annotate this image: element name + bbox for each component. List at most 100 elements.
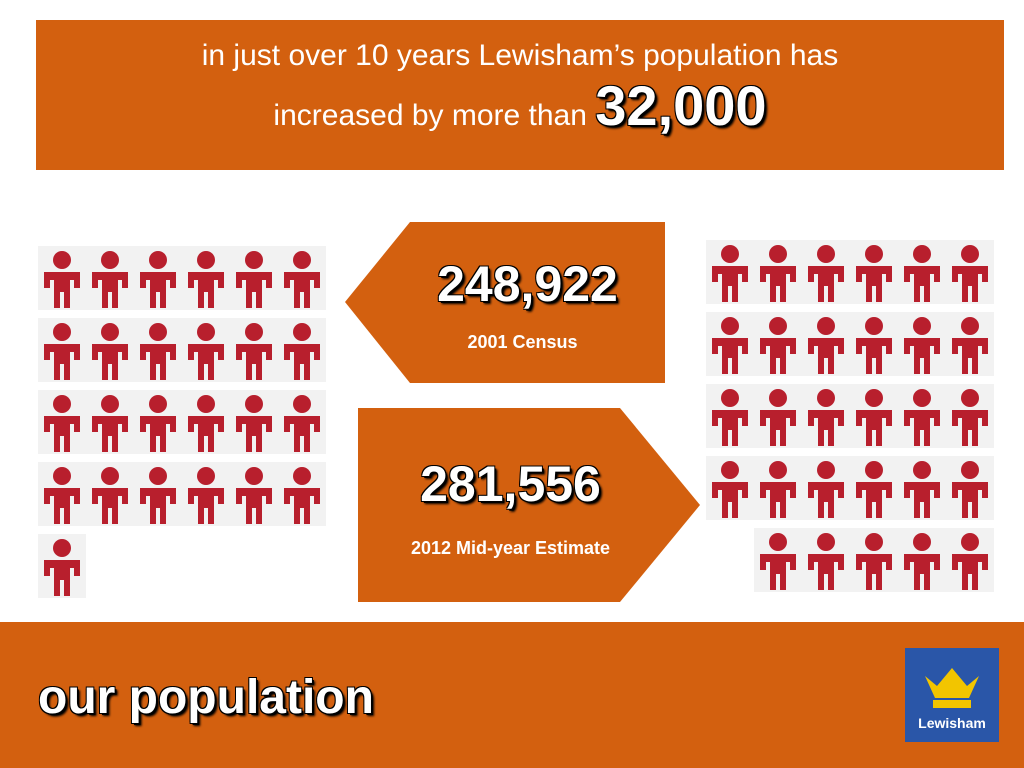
person-head (53, 323, 71, 341)
person-body (856, 482, 892, 518)
person-head (53, 467, 71, 485)
row-bg (706, 384, 994, 448)
estimate-label: 2012 Mid-year Estimate (410, 538, 611, 558)
person-head (817, 461, 835, 479)
person-head (865, 533, 883, 551)
estimate-arrow (358, 408, 700, 602)
person-body (44, 560, 80, 596)
person-body (92, 344, 128, 380)
person-body (92, 488, 128, 524)
person-body (236, 416, 272, 452)
person-head (721, 461, 739, 479)
person-body (952, 554, 988, 590)
person-head (245, 251, 263, 269)
person-head (101, 323, 119, 341)
person-body (808, 482, 844, 518)
person-head (769, 317, 787, 335)
person-head (721, 317, 739, 335)
row-bg (706, 240, 994, 304)
person-head (245, 467, 263, 485)
person-body (140, 488, 176, 524)
person-body (44, 344, 80, 380)
person-body (44, 272, 80, 308)
person-body (140, 272, 176, 308)
person-body (856, 554, 892, 590)
person-head (913, 389, 931, 407)
person-head (817, 389, 835, 407)
person-head (817, 317, 835, 335)
person-body (44, 488, 80, 524)
person-body (92, 416, 128, 452)
person-body (904, 410, 940, 446)
person-body (808, 266, 844, 302)
person-head (913, 461, 931, 479)
person-head (961, 533, 979, 551)
person-head (149, 323, 167, 341)
logo: Lewisham (905, 648, 999, 742)
person-head (865, 317, 883, 335)
person-body (92, 272, 128, 308)
person-head (149, 467, 167, 485)
person-body (904, 482, 940, 518)
person-body (760, 338, 796, 374)
person-body (904, 338, 940, 374)
person-head (197, 251, 215, 269)
person-body (952, 338, 988, 374)
person-body (188, 488, 224, 524)
person-head (961, 245, 979, 263)
row-bg (38, 462, 326, 526)
person-body (952, 266, 988, 302)
row-bg (38, 390, 326, 454)
person-head (53, 251, 71, 269)
logo-crown (925, 668, 979, 698)
person-head (865, 461, 883, 479)
census-number: 248,922 (437, 256, 618, 312)
footer-title: our population (38, 671, 374, 724)
person-body (188, 416, 224, 452)
person-body (808, 338, 844, 374)
person-body (140, 344, 176, 380)
person-body (856, 410, 892, 446)
person-head (769, 461, 787, 479)
person-body (856, 266, 892, 302)
estimate-number: 281,556 (420, 456, 601, 512)
row-bg (38, 318, 326, 382)
person-body (952, 482, 988, 518)
person-head (293, 467, 311, 485)
person-body (284, 272, 320, 308)
person-body (712, 410, 748, 446)
person-body (140, 416, 176, 452)
person-head (913, 245, 931, 263)
person-head (961, 389, 979, 407)
person-body (808, 554, 844, 590)
header: in just over 10 years Lewisham’s populat… (36, 20, 1004, 170)
person-body (760, 410, 796, 446)
person-head (913, 533, 931, 551)
person-head (769, 245, 787, 263)
person-head (293, 323, 311, 341)
person-head (197, 467, 215, 485)
footer (0, 622, 1024, 768)
person-head (817, 533, 835, 551)
person-body (712, 482, 748, 518)
person-head (53, 539, 71, 557)
highlight: 32,000 (595, 74, 767, 137)
person-body (284, 488, 320, 524)
person-head (961, 461, 979, 479)
row-bg (706, 456, 994, 520)
person-head (817, 245, 835, 263)
person-head (149, 251, 167, 269)
person-body (236, 488, 272, 524)
person-head (913, 317, 931, 335)
person-body (712, 338, 748, 374)
person-body (904, 554, 940, 590)
person-body (236, 272, 272, 308)
person-body (856, 338, 892, 374)
header-line: increased by more than 32,000 (36, 76, 1004, 146)
person-body (712, 266, 748, 302)
person-head (769, 389, 787, 407)
person-head (149, 395, 167, 413)
row-bg (706, 312, 994, 376)
